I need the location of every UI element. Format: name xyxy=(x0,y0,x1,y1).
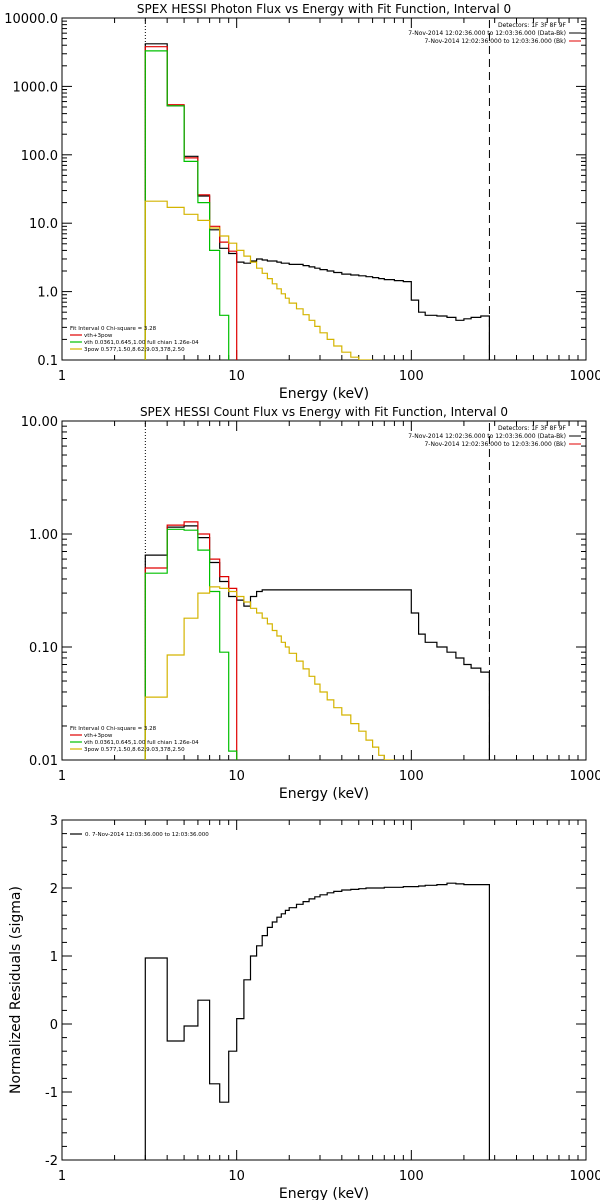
y-tick-label: 0 xyxy=(50,1018,58,1033)
x-tick-label: 10 xyxy=(228,769,245,784)
y-tick-label: -2 xyxy=(45,1154,58,1169)
y-tick-label: 1000.0 xyxy=(13,80,59,95)
x-tick-label: 1 xyxy=(58,369,66,384)
series-line-vth xyxy=(144,50,230,360)
header-annotation: 7-Nov-2014 12:02:36.000 to 12:03:36.000 … xyxy=(408,433,566,440)
y-tick-label: 1 xyxy=(50,950,58,965)
y-tick-label: 10.0 xyxy=(29,217,58,232)
chart-1: SPEX HESSI Count Flux vs Energy with Fit… xyxy=(21,405,600,802)
x-tick-label: 1 xyxy=(58,769,66,784)
series-line-data-bk xyxy=(144,43,490,360)
chart-title: SPEX HESSI Count Flux vs Energy with Fit… xyxy=(140,405,508,419)
header-annotation: Detectors: 1F 3F 8F 9F xyxy=(498,22,567,29)
y-tick-label: 1.0 xyxy=(37,286,58,301)
y-tick-label: 10.00 xyxy=(21,415,58,430)
legend-entry: 3pow 0.577,1.50,8.62,9.03,378,2.50 xyxy=(84,747,185,753)
x-tick-label: 100 xyxy=(399,369,424,384)
legend-entry: vth 0.0361,0.645,1.00 full chian 1.26e-0… xyxy=(84,340,199,346)
legend-entry: 3pow 0.577,1.50,8.62,9.03,378,2.50 xyxy=(84,347,185,353)
plot-area xyxy=(144,43,490,360)
y-tick-label: 2 xyxy=(50,882,58,897)
series-line-0-7-nov-2014-12-03-36-000-to-12-03-36-000 xyxy=(144,882,490,1160)
y-tick-label: 1.00 xyxy=(29,528,58,543)
y-tick-label: 0.01 xyxy=(29,754,58,769)
legend-entry: vth 0.0361,0.645,1.00 full chian 1.26e-0… xyxy=(84,740,199,746)
x-tick-label: 1 xyxy=(58,1169,66,1184)
y-tick-label: 0.1 xyxy=(37,354,58,369)
legend-entry: vth+3pow xyxy=(84,333,113,339)
y-tick-label: 10000.0 xyxy=(4,12,58,27)
plot-frame xyxy=(61,819,587,1161)
x-axis-label: Energy (keV) xyxy=(279,386,369,402)
series-line-vth-3pow xyxy=(144,521,238,760)
chart-title: SPEX HESSI Photon Flux vs Energy with Fi… xyxy=(137,2,511,16)
legend-heading: Fit Interval 0 Chi-square = 3.28 xyxy=(70,726,157,732)
legend-entry: 0. 7-Nov-2014 12:03:36.000 to 12:03:36.0… xyxy=(85,832,209,838)
chart-0: SPEX HESSI Photon Flux vs Energy with Fi… xyxy=(4,2,600,402)
series-line-data-bk xyxy=(144,525,490,760)
y-tick-label: 0.10 xyxy=(29,641,58,656)
header-annotation: 7-Nov-2014 12:02:36.000 to 12:03:36.000 … xyxy=(424,38,566,45)
series-line-3pow xyxy=(144,200,373,360)
y-tick-label: 3 xyxy=(50,814,58,829)
plot-frame xyxy=(61,17,587,361)
legend-heading: Fit Interval 0 Chi-square = 3.28 xyxy=(70,326,157,332)
x-tick-label: 100 xyxy=(399,769,424,784)
x-tick-label: 1000 xyxy=(569,369,600,384)
y-tick-label: -1 xyxy=(45,1086,58,1101)
header-annotation: 7-Nov-2014 12:02:36.000 to 12:03:36.000 … xyxy=(408,30,566,37)
y-axis-label: Normalized Residuals (sigma) xyxy=(8,886,24,1094)
series-line-3pow xyxy=(144,586,395,760)
x-tick-label: 100 xyxy=(399,1169,424,1184)
series-line-vth xyxy=(144,528,238,760)
header-annotation: Detectors: 1F 3F 8F 9F xyxy=(498,425,567,432)
series-line-vth-3pow xyxy=(144,46,238,360)
chart-2: 1 10 100 1000 Energy (keV) -2 -1 0 1 2 3 Normalized… xyxy=(8,814,600,1200)
x-tick-label: 10 xyxy=(228,369,245,384)
x-tick-label: 1000 xyxy=(569,1169,600,1184)
plot-area xyxy=(144,521,490,760)
plot-area xyxy=(144,882,490,1160)
x-axis-label: Energy (keV) xyxy=(279,1186,369,1200)
x-tick-label: 1000 xyxy=(569,769,600,784)
legend-entry: vth+3pow xyxy=(84,733,113,739)
y-tick-label: 100.0 xyxy=(21,149,58,164)
x-tick-label: 10 xyxy=(228,1169,245,1184)
x-axis-label: Energy (keV) xyxy=(279,786,369,802)
plot-frame xyxy=(61,420,587,761)
header-annotation: 7-Nov-2014 12:02:36.000 to 12:03:36.000 … xyxy=(424,441,566,448)
